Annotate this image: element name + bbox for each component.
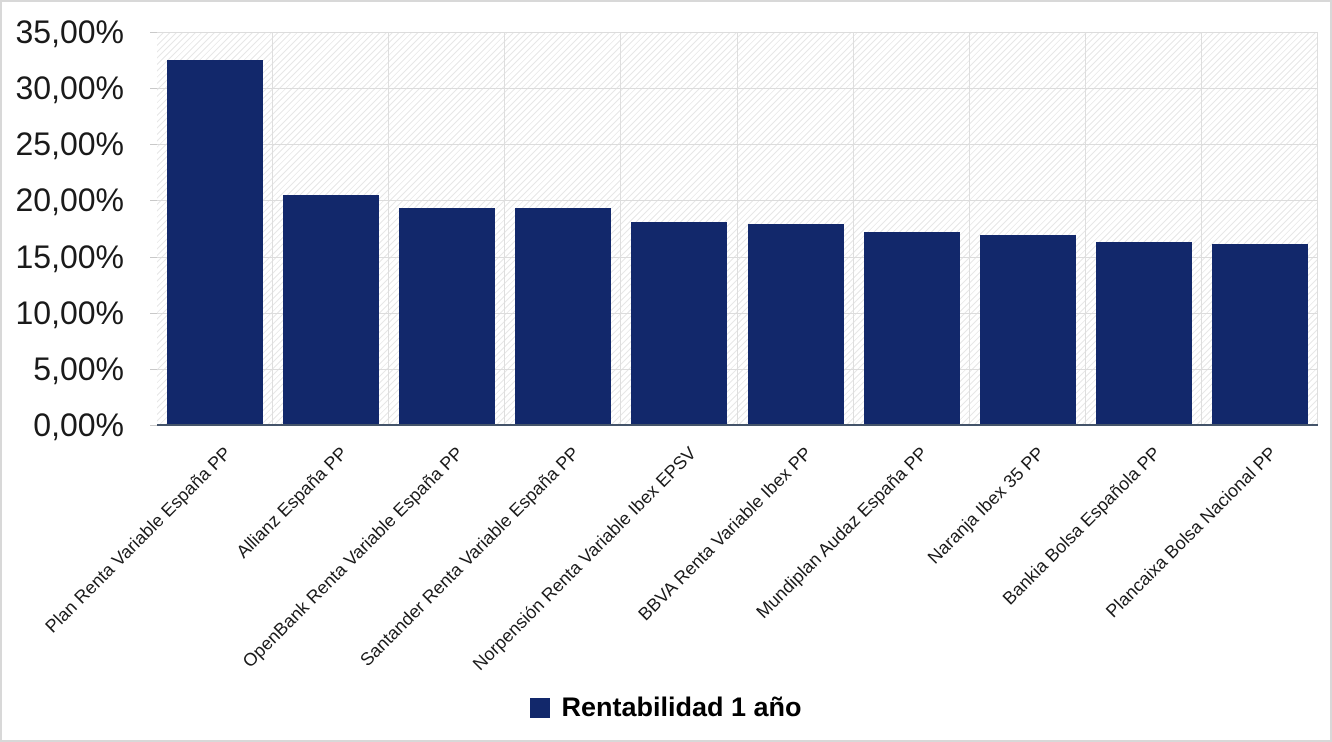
gridline-vertical [388, 32, 389, 425]
x-axis-line [157, 424, 1318, 426]
bar [515, 208, 612, 425]
y-tick-mark [150, 312, 157, 314]
gridline-vertical [969, 32, 970, 425]
y-tick-label: 25,00% [15, 126, 124, 163]
y-tick-label: 20,00% [15, 182, 124, 219]
y-tick-mark [150, 425, 157, 426]
gridline-vertical [620, 32, 621, 425]
gridline-vertical [737, 32, 738, 425]
bar [979, 235, 1076, 425]
gridline-vertical [272, 32, 273, 425]
x-tick-label: Norpensión Renta Variable Ibex EPSV [468, 443, 700, 675]
gridline-vertical [1085, 32, 1086, 425]
bar [747, 224, 844, 425]
y-tick-mark [150, 88, 157, 90]
x-tick-label: Santander Renta Variable España PP [356, 443, 584, 670]
plot-area [157, 32, 1318, 425]
y-tick-mark [150, 256, 157, 258]
bar [1211, 244, 1308, 425]
bar [283, 194, 380, 425]
y-tick-label: 10,00% [15, 294, 124, 331]
x-tick-label: OpenBank Renta Variable España PP [239, 443, 468, 672]
y-tick-mark [150, 32, 157, 33]
y-tick-mark [150, 368, 157, 370]
legend-label: Rentabilidad 1 año [561, 692, 802, 722]
y-tick-label: 0,00% [33, 407, 124, 443]
bar [631, 221, 728, 425]
y-tick-label: 15,00% [15, 238, 124, 275]
bar [1095, 241, 1192, 425]
y-tick-label: 30,00% [15, 70, 124, 107]
x-tick-label: Plan Renta Variable España PP [41, 443, 236, 637]
bar [399, 208, 496, 425]
y-tick-mark [150, 144, 157, 146]
y-tick-mark [150, 200, 157, 202]
legend-swatch-icon [530, 697, 551, 718]
legend: Rentabilidad 1 año [2, 692, 1330, 723]
y-tick-label: 35,00% [15, 14, 124, 50]
gridline-vertical [504, 32, 505, 425]
bar [167, 60, 264, 425]
gridline-vertical [1317, 32, 1318, 425]
gridline-vertical [1201, 32, 1202, 425]
x-tick-label: Naranja Ibex 35 PP [923, 443, 1048, 568]
gridline-vertical [853, 32, 854, 425]
bar [863, 231, 960, 425]
x-tick-label: Allianz España PP [232, 443, 352, 562]
y-tick-label: 5,00% [33, 350, 124, 387]
